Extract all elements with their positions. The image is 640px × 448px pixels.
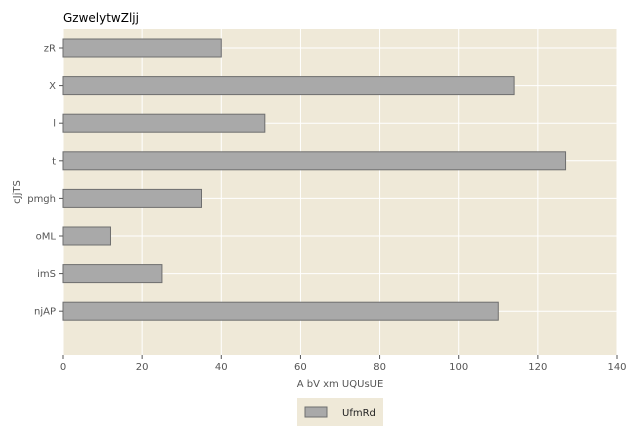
bar-t	[62, 151, 567, 171]
x-tick-label: 80	[373, 362, 386, 373]
bar-njAP	[62, 301, 499, 321]
x-tick-label: 0	[60, 362, 66, 373]
y-tick-labels: zR Xl t pmgh oML imS njAP	[27, 44, 63, 318]
bar-zR	[62, 38, 222, 58]
bar-imS	[62, 264, 163, 284]
bar-oML	[62, 226, 111, 246]
bars	[62, 38, 567, 321]
y-tick-label: pmgh	[27, 194, 56, 205]
y-tick-label: njAP	[34, 307, 56, 318]
x-tick-label: 120	[528, 362, 547, 373]
y-tick-label: oML	[36, 232, 57, 243]
bar-X	[62, 76, 515, 96]
x-tick-labels: 0 20 40 60 80 100 120 140	[60, 355, 627, 373]
x-tick-label: 60	[294, 362, 307, 373]
bar-l	[62, 113, 266, 133]
legend-swatch	[304, 406, 328, 418]
y-axis-label: cJjTS	[12, 180, 23, 204]
x-tick-label: 100	[449, 362, 468, 373]
legend: UfmRd	[297, 398, 383, 426]
y-tick-label: X	[49, 81, 56, 92]
x-axis-label: A bV xm UQUsUE	[297, 379, 384, 390]
y-tick-label: t	[52, 156, 56, 167]
x-tick-label: 40	[215, 362, 228, 373]
x-tick-label: 140	[607, 362, 626, 373]
bar-pmgh	[62, 188, 202, 208]
y-tick-label: imS	[37, 269, 56, 280]
x-tick-label: 20	[136, 362, 149, 373]
legend-label: UfmRd	[342, 408, 376, 419]
y-tick-label: zR	[44, 44, 56, 55]
chart-title: GzwelytwZljj	[63, 11, 139, 25]
y-tick-label: l	[53, 119, 56, 130]
